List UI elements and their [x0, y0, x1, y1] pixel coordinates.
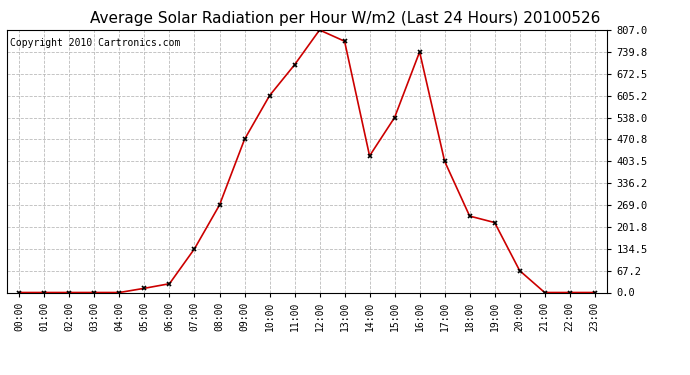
- Text: Copyright 2010 Cartronics.com: Copyright 2010 Cartronics.com: [10, 38, 180, 48]
- Text: Average Solar Radiation per Hour W/m2 (Last 24 Hours) 20100526: Average Solar Radiation per Hour W/m2 (L…: [90, 11, 600, 26]
